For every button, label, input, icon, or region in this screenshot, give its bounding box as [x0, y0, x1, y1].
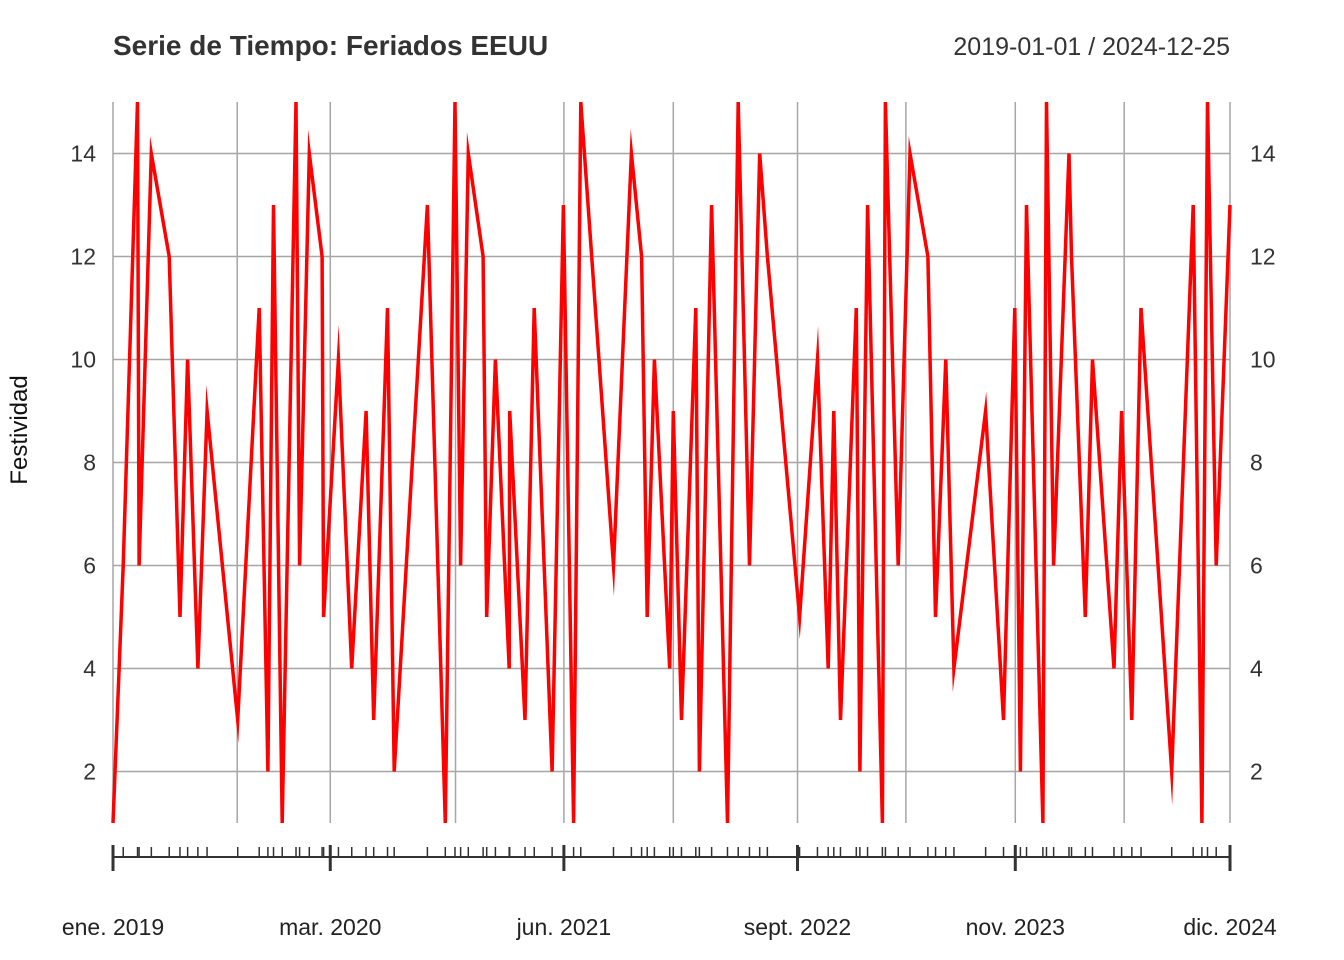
x-tick-label: ene. 2019 [62, 914, 164, 940]
y-tick-label: 14 [1250, 141, 1276, 167]
y-tick-label: 12 [1250, 244, 1276, 270]
y-tick-labels-right: 2 4 6 8 10 12 14 [1250, 141, 1276, 785]
series-line [111, 101, 1232, 824]
y-tick-label: 12 [70, 244, 96, 270]
y-tick-labels-left: 2 4 6 8 10 12 14 [70, 141, 96, 785]
y-tick-label: 8 [1250, 450, 1263, 476]
y-tick-label: 10 [1250, 347, 1276, 373]
x-tick-label: jun. 2021 [516, 914, 612, 940]
series-layer [111, 101, 1232, 824]
y-tick-label: 2 [1250, 759, 1263, 785]
x-tick-label: mar. 2020 [279, 914, 381, 940]
y-tick-label: 6 [83, 553, 96, 579]
y-tick-label: 6 [1250, 553, 1263, 579]
y-tick-label: 10 [70, 347, 96, 373]
x-axis [111, 845, 1232, 871]
y-axis-label: Festividad [6, 375, 33, 484]
y-tick-label: 2 [83, 759, 96, 785]
x-tick-labels: ene. 2019 mar. 2020 jun. 2021 sept. 2022 nov… [62, 914, 1277, 940]
x-tick-label: sept. 2022 [744, 914, 851, 940]
y-tick-label: 14 [70, 141, 96, 167]
x-tick-label: nov. 2023 [966, 914, 1065, 940]
x-tick-label: dic. 2024 [1183, 914, 1277, 940]
y-tick-label: 4 [1250, 656, 1263, 682]
chart-date-range: 2019-01-01 / 2024-12-25 [953, 33, 1230, 61]
chart-title: Serie de Tiempo: Feriados EEUU [113, 30, 548, 61]
y-tick-label: 8 [83, 450, 96, 476]
y-tick-label: 4 [83, 656, 96, 682]
